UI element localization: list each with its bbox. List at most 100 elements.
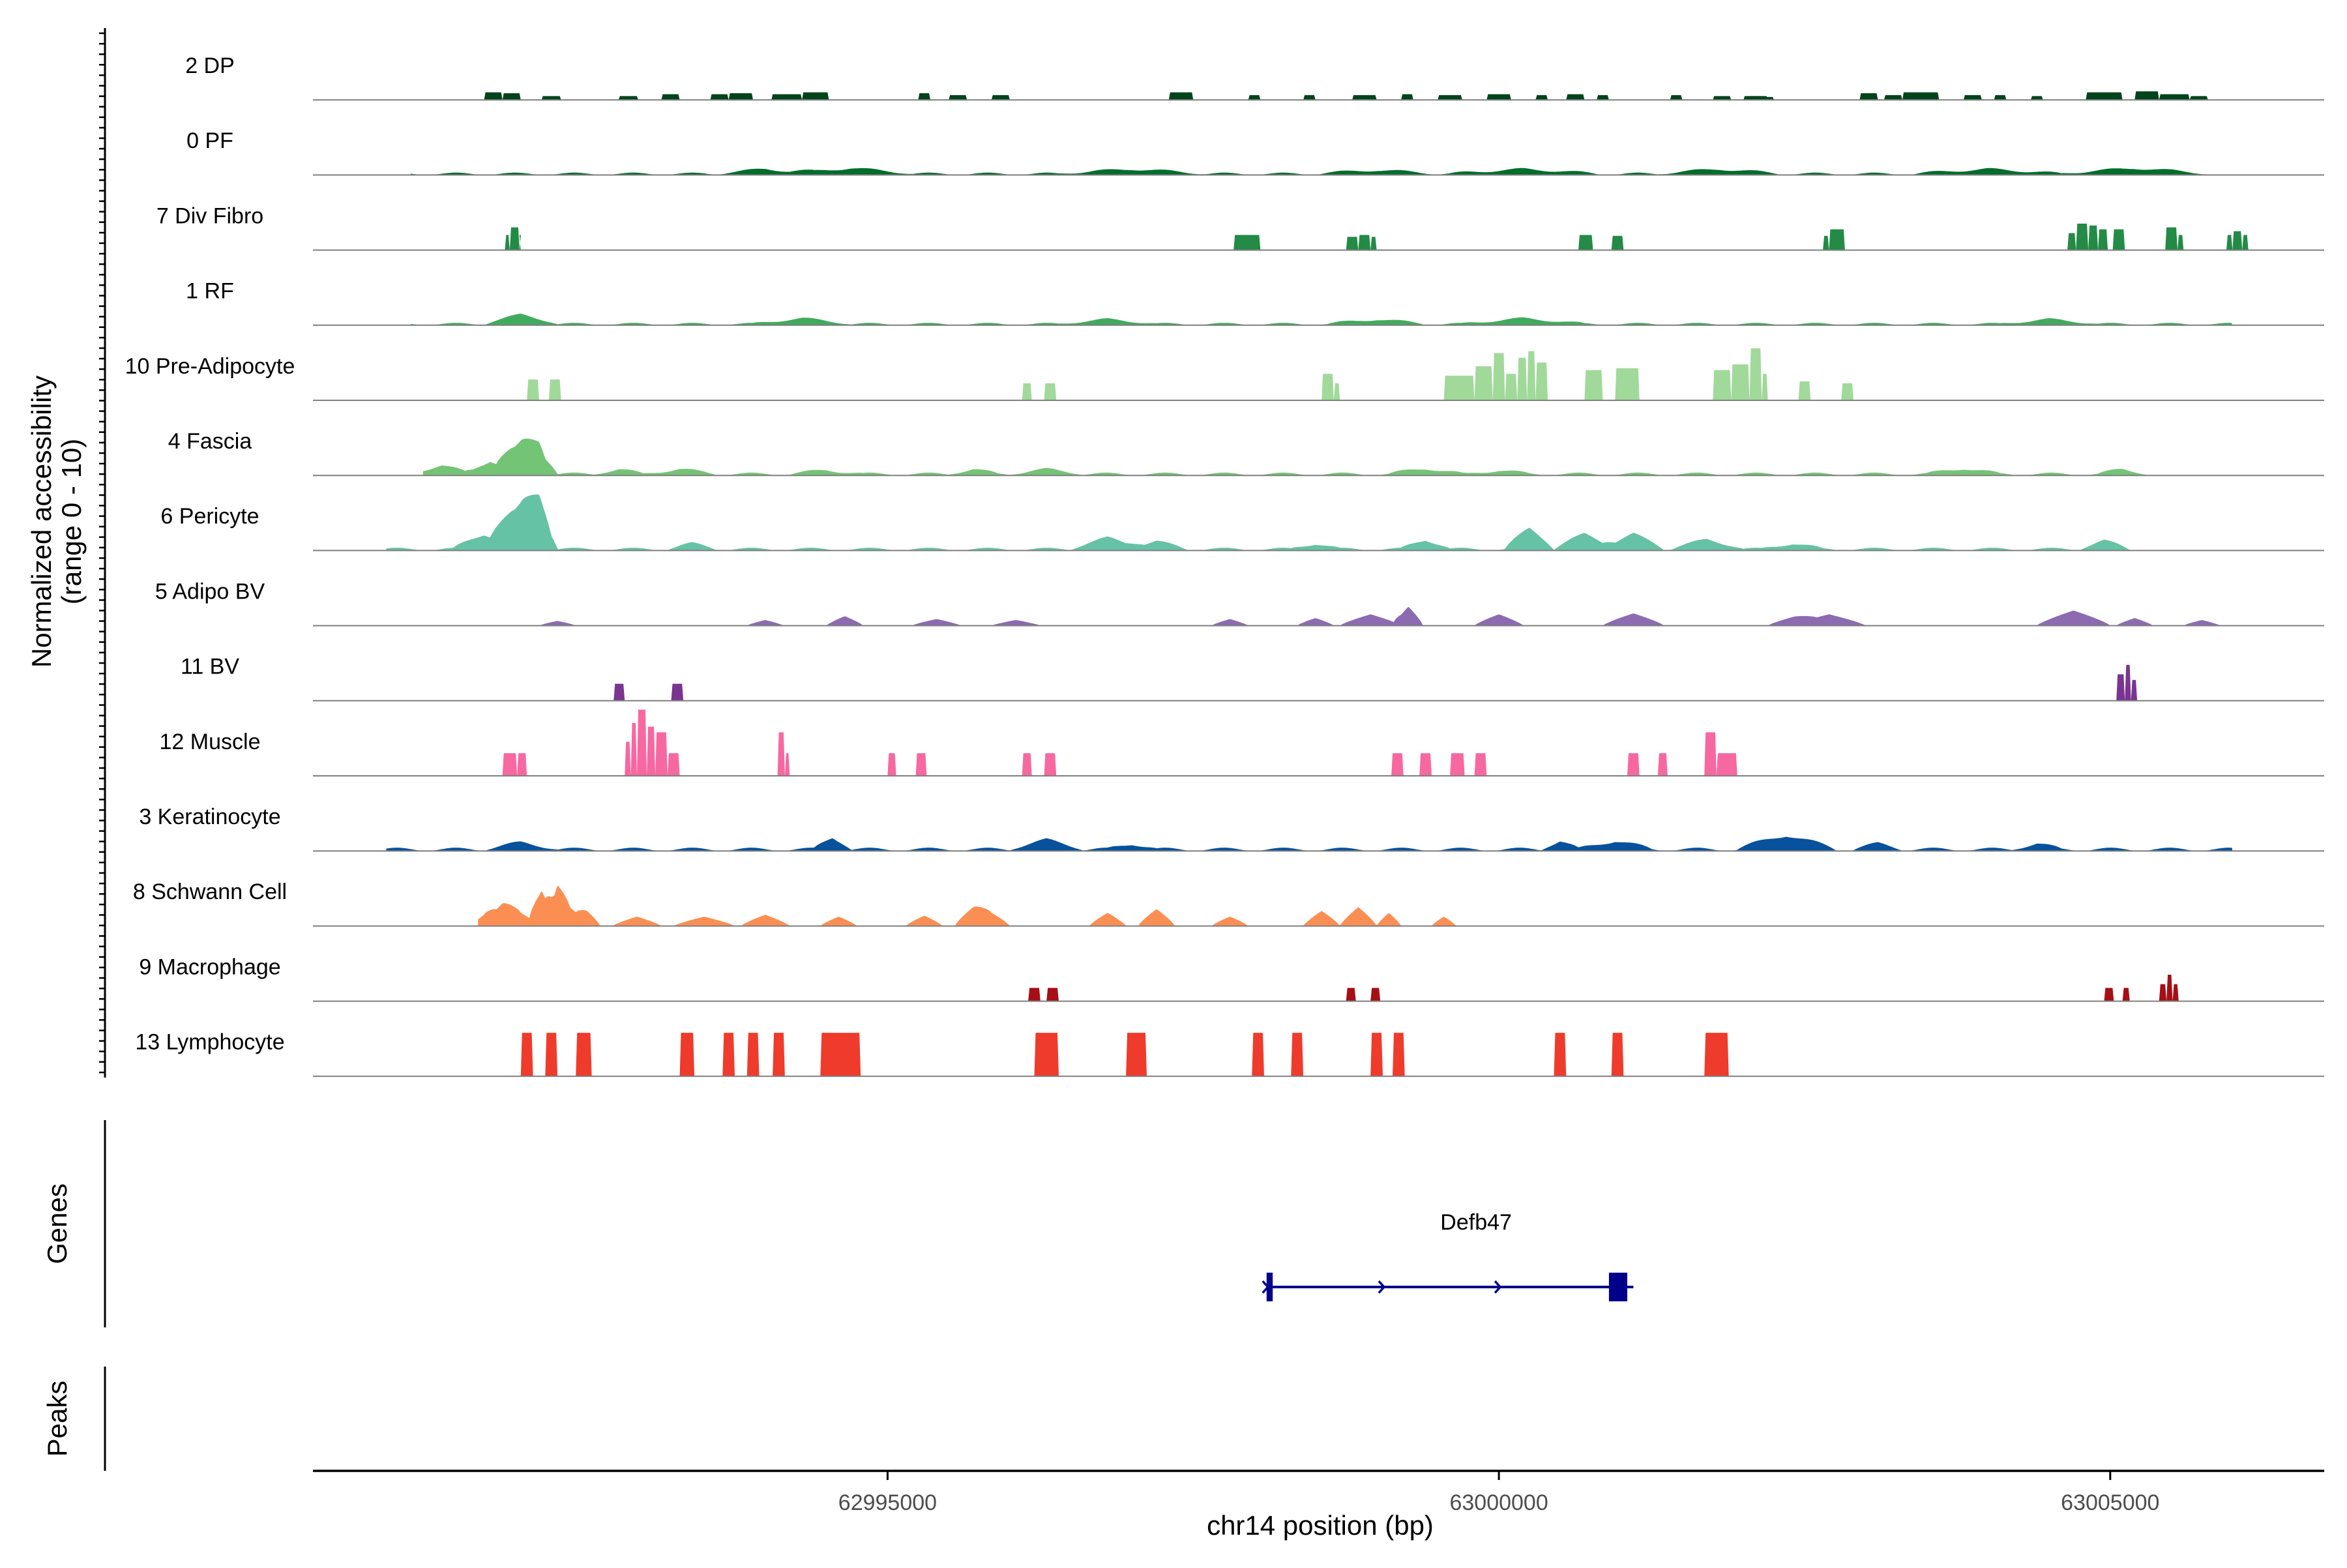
coverage-peak bbox=[1450, 753, 1465, 776]
gene-exon bbox=[1266, 1273, 1273, 1301]
coverage-peak bbox=[1670, 95, 1683, 100]
coverage-peak bbox=[1419, 753, 1432, 776]
x-axis: 62995000 63000000 63005000 chr14 position (… bbox=[313, 1470, 2324, 1541]
coverage-peak bbox=[2172, 984, 2179, 1001]
coverage-peak bbox=[1028, 988, 1041, 1001]
coverage-peak bbox=[520, 1033, 533, 1076]
track-12: 8 Schwann Cell bbox=[133, 880, 2324, 927]
coverage-peak bbox=[1704, 1033, 1729, 1076]
coverage-peak bbox=[541, 96, 561, 100]
coverage-peak bbox=[1611, 1033, 1624, 1076]
coverage-peak bbox=[1492, 353, 1505, 400]
y-axis-label-line: (range 0 - 10) bbox=[56, 439, 87, 604]
coverage-peak bbox=[1248, 95, 1261, 100]
coverage-peak bbox=[1046, 988, 1059, 1001]
coverage-peak bbox=[2159, 94, 2190, 100]
coverage-peak bbox=[1829, 229, 1845, 250]
coverage-peak bbox=[2067, 233, 2076, 250]
coverage-peak bbox=[2232, 231, 2243, 250]
coverage-signal bbox=[411, 168, 2208, 175]
track-label: 3 Keratinocyte bbox=[139, 805, 280, 829]
coverage-signal bbox=[386, 494, 2148, 551]
coverage-peak bbox=[949, 95, 967, 100]
gene-exon bbox=[1608, 1273, 1628, 1301]
peaks-panel-label: Peaks bbox=[42, 1381, 72, 1457]
coverage-peak bbox=[1303, 95, 1316, 100]
coverage-peak bbox=[1393, 1033, 1405, 1076]
coverage-peak bbox=[502, 753, 518, 776]
coverage-peak bbox=[1022, 383, 1032, 400]
coverage-peak bbox=[1713, 370, 1732, 400]
coverage-peak bbox=[1535, 362, 1548, 400]
coverage-peak bbox=[1704, 732, 1717, 776]
genes-panel: Genes Defb47 bbox=[42, 1120, 1634, 1327]
coverage-peak bbox=[1902, 92, 1940, 100]
coverage-peak bbox=[2242, 235, 2249, 250]
coverage-peak bbox=[746, 1033, 760, 1076]
coverage-peak bbox=[2030, 96, 2043, 100]
coverage-peak bbox=[1578, 235, 1593, 250]
coverage-peak bbox=[1370, 988, 1381, 1001]
coverage-peak bbox=[1584, 370, 1603, 400]
coverage-peak bbox=[728, 93, 754, 100]
coverage-peak bbox=[1358, 235, 1371, 250]
coverage-peak bbox=[1333, 383, 1340, 400]
track-label: 1 RF bbox=[186, 279, 234, 304]
track-8: 5 Adipo BV bbox=[155, 579, 2324, 627]
coverage-peak bbox=[887, 753, 896, 776]
coverage-peak bbox=[630, 722, 637, 776]
track-14: 13 Lymphocyte bbox=[135, 1030, 2324, 1077]
x-axis-tick-label: 62995000 bbox=[838, 1490, 937, 1515]
coverage-peak bbox=[802, 92, 829, 100]
coverage-peak bbox=[2131, 679, 2138, 701]
coverage-peak bbox=[2134, 91, 2159, 100]
coverage-peak bbox=[1352, 95, 1377, 100]
track-label: 9 Macrophage bbox=[139, 954, 280, 979]
coverage-signal bbox=[386, 836, 2233, 851]
peaks-panel: Peaks bbox=[42, 1367, 106, 1471]
coverage-peak bbox=[1627, 753, 1640, 776]
coverage-peak bbox=[671, 683, 684, 701]
coverage-peak bbox=[1554, 1033, 1567, 1076]
coverage-peak bbox=[527, 379, 539, 400]
coverage-peak bbox=[1859, 93, 1878, 100]
track-4: 1 RF bbox=[186, 279, 2324, 326]
coverage-peak bbox=[1370, 237, 1377, 250]
coverage-peak bbox=[2098, 229, 2108, 250]
coverage-peak bbox=[655, 732, 668, 776]
coverage-peak bbox=[1823, 235, 1829, 250]
coverage-peak bbox=[918, 93, 931, 100]
coverage-peak bbox=[820, 1033, 861, 1076]
track-3: 7 Div Fibro bbox=[156, 203, 2324, 251]
coverage-peak bbox=[771, 94, 803, 100]
coverage-peak bbox=[1346, 988, 1356, 1001]
track-label: 6 Pericyte bbox=[160, 504, 259, 529]
coverage-peak bbox=[1168, 92, 1194, 100]
coverage-peak bbox=[613, 683, 625, 701]
y-axis-label: Normalized accessibility(range 0 - 10) bbox=[26, 376, 87, 668]
track-label: 5 Adipo BV bbox=[155, 579, 265, 604]
coverage-peak bbox=[915, 753, 927, 776]
coverage-peak bbox=[1505, 374, 1518, 400]
coverage-peak bbox=[722, 1033, 735, 1076]
track-11: 3 Keratinocyte bbox=[139, 805, 2324, 852]
coverage-signal bbox=[422, 438, 2148, 476]
coverage-peak bbox=[502, 93, 521, 100]
coverage-peak bbox=[1566, 94, 1585, 100]
coverage-peak bbox=[773, 1033, 785, 1076]
coverage-peak bbox=[1370, 1033, 1383, 1076]
track-label: 0 PF bbox=[186, 128, 233, 153]
track-label: 13 Lymphocyte bbox=[135, 1030, 284, 1055]
coverage-peak bbox=[2159, 984, 2167, 1001]
track-label: 4 Fascia bbox=[168, 429, 252, 454]
track-2: 0 PF bbox=[186, 128, 2324, 176]
coverage-peak bbox=[2104, 988, 2114, 1001]
coverage-peak bbox=[509, 227, 520, 250]
coverage-peak bbox=[647, 726, 656, 776]
coverage-peak bbox=[1611, 235, 1624, 250]
coverage-peak bbox=[1034, 1033, 1059, 1076]
coverage-peak bbox=[1443, 376, 1475, 400]
coverage-peak bbox=[1798, 381, 1811, 400]
track-1: 2 DP bbox=[185, 53, 2324, 101]
coverage-peak bbox=[1474, 753, 1487, 776]
